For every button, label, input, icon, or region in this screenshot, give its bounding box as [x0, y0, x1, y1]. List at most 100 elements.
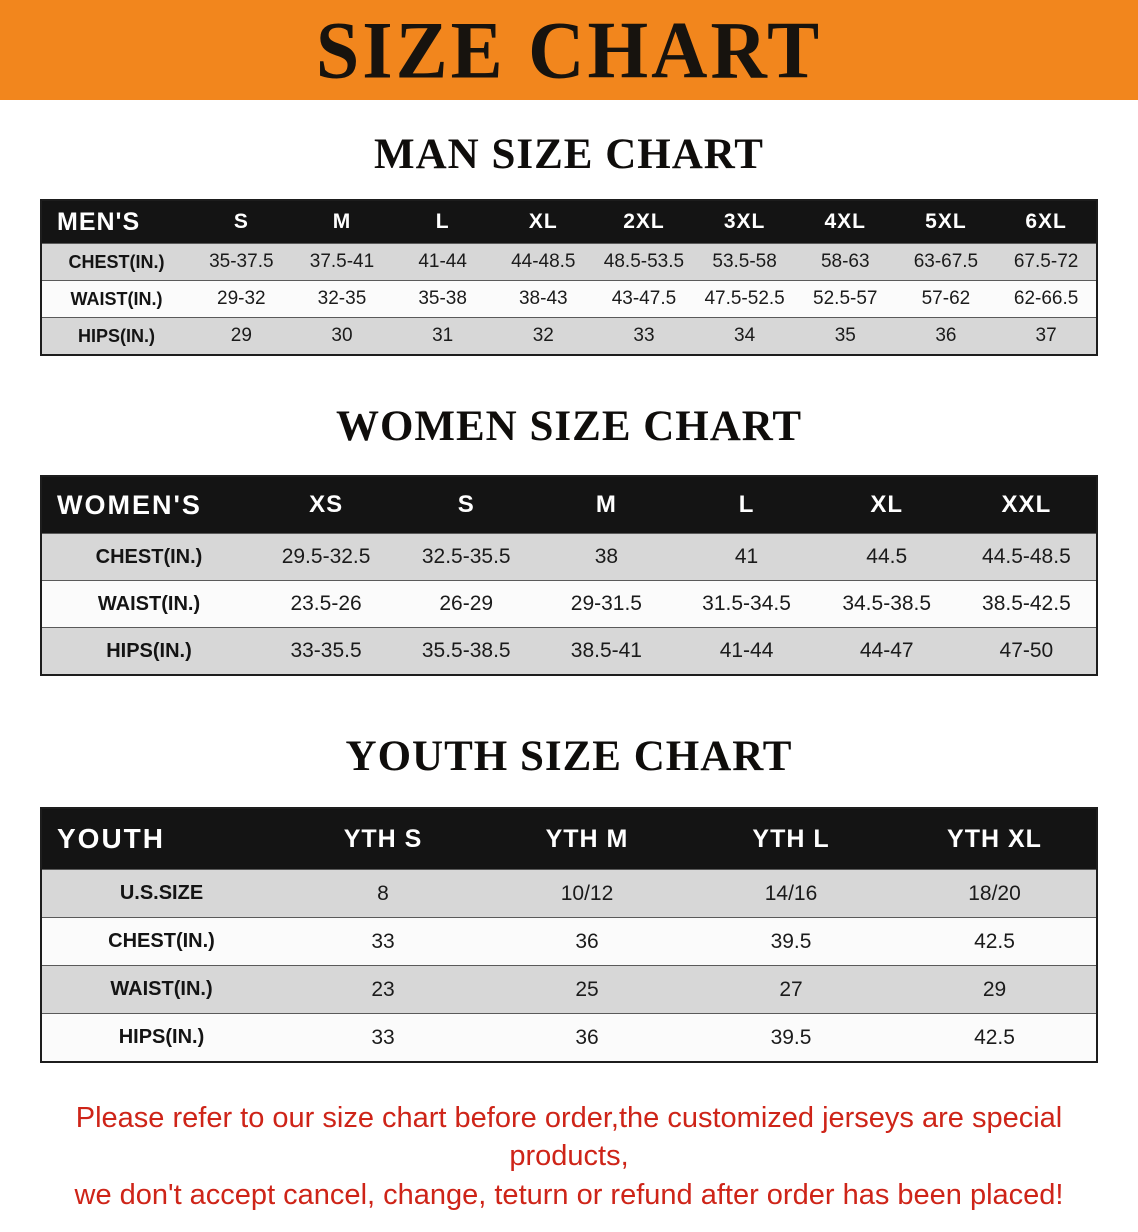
size-value-cell: 26-29: [439, 592, 494, 615]
size-value-cell: 58-63: [820, 251, 870, 272]
size-value-cell: 29-31.5: [570, 592, 642, 615]
size-value-cell: 44-47: [859, 639, 914, 662]
column-header-cell: M: [536, 476, 677, 534]
page-title: SIZE CHART: [315, 3, 823, 96]
column-header-cell: XL: [492, 200, 594, 244]
size-value-cell: 47.5-52.5: [704, 288, 785, 309]
table-row: CHEST(IN.) 33 36 39.5 42.5: [41, 917, 1097, 966]
size-value-cell: 23: [371, 977, 395, 1001]
table-row: HIPS(IN.) 33 36 39.5 42.5: [41, 1013, 1097, 1062]
youth-size-table: YOUTH YTH S YTH M YTH L YTH XL U.S.SIZE 8 10/12…: [40, 807, 1098, 1063]
row-label-cell: CHEST(IN.): [108, 930, 215, 952]
size-value-cell: 53.5-58: [712, 251, 777, 272]
size-value-cell: 25: [575, 977, 599, 1001]
size-value-cell: 35.5-38.5: [421, 639, 511, 662]
column-header-cell: 2XL: [593, 200, 695, 244]
size-value-cell: 14/16: [764, 881, 818, 905]
row-label-cell: WAIST(IN.): [110, 978, 213, 1000]
size-value-cell: 32: [532, 325, 554, 346]
youth-size-chart-heading: YOUTH SIZE CHART: [345, 733, 793, 780]
size-value-cell: 37.5-41: [309, 251, 375, 272]
column-header-cell: 3XL: [694, 200, 795, 244]
size-value-cell: 48.5-53.5: [603, 251, 685, 272]
size-value-cell: 36: [575, 1025, 599, 1049]
size-value-cell: 34.5-38.5: [842, 592, 932, 615]
table-title-cell: YOUTH: [41, 808, 281, 870]
column-header-cell: M: [291, 200, 393, 244]
size-value-cell: 41-44: [418, 251, 467, 272]
size-value-cell: 29: [982, 977, 1007, 1001]
size-value-cell: 32-35: [317, 288, 367, 309]
column-header-cell: S: [396, 476, 537, 534]
row-label-cell: CHEST(IN.): [68, 251, 165, 272]
column-header-cell: 5XL: [895, 200, 997, 244]
column-header-cell: XXL: [956, 476, 1097, 534]
table-title-cell: MEN'S: [41, 200, 191, 244]
size-value-cell: 37: [1035, 325, 1057, 346]
disclaimer: Please refer to our size chart before or…: [18, 1099, 1120, 1214]
table-row: U.S.SIZE 8 10/12 14/16 18/20: [41, 869, 1097, 918]
table-row: CHEST(IN.) 29.5-32.5 32.5-35.5 38 41 44.5 44.5…: [41, 533, 1097, 581]
column-header-cell: 6XL: [996, 200, 1097, 244]
size-value-cell: 52.5-57: [813, 288, 878, 309]
size-value-cell: 35-37.5: [209, 251, 274, 272]
table-row: HIPS(IN.) 29 30 31 32 33 34 35 36 37: [41, 317, 1097, 355]
size-value-cell: 42.5: [974, 1025, 1015, 1049]
size-value-cell: 18/20: [968, 881, 1021, 905]
size-value-cell: 35: [834, 325, 856, 346]
disclaimer-line-2: we don't accept cancel, change, teturn o…: [74, 1178, 1064, 1211]
size-value-cell: 47-50: [999, 639, 1054, 662]
size-value-cell: 57-62: [921, 288, 971, 309]
size-value-cell: 62-66.5: [1013, 288, 1079, 309]
women-size-table: WOMEN'S XS S M L XL XXL CHEST(IN.) 29.5-32.5 32.5…: [40, 475, 1098, 676]
column-header-cell: XL: [816, 476, 957, 534]
size-value-cell: 38: [594, 545, 619, 568]
size-value-cell: 34: [734, 325, 756, 346]
table-row: CHEST(IN.) 35-37.5 37.5-41 41-44 44-48.5 48.5…: [41, 243, 1097, 281]
size-value-cell: 31: [432, 325, 454, 346]
table-row: HIPS(IN.) 33-35.5 35.5-38.5 38.5-41 41-44 44-…: [41, 627, 1097, 675]
men-size-table: MEN'S S M L XL 2XL 3XL 4XL 5XL 6XL CHEST(IN.) 35-37…: [40, 199, 1098, 356]
table-row: WAIST(IN.) 23.5-26 26-29 29-31.5 31.5-34.5 34…: [41, 580, 1097, 628]
size-value-cell: 67.5-72: [1013, 251, 1079, 272]
column-header-cell: YTH S: [281, 808, 485, 870]
row-label-cell: HIPS(IN.): [77, 325, 155, 346]
disclaimer-line-1: Please refer to our size chart before or…: [75, 1102, 1063, 1173]
table-row: WAIST(IN.) 29-32 32-35 35-38 38-43 43-47.5 47.…: [41, 280, 1097, 318]
size-value-cell: 8: [377, 881, 389, 905]
size-value-cell: 30: [331, 325, 353, 346]
size-value-cell: 33: [633, 325, 655, 346]
size-value-cell: 10/12: [560, 881, 614, 905]
size-value-cell: 36: [575, 929, 599, 953]
size-value-cell: 29-32: [217, 288, 266, 309]
size-value-cell: 33: [371, 929, 395, 953]
row-label-cell: CHEST(IN.): [95, 545, 203, 568]
column-header-cell: YTH L: [689, 808, 893, 870]
size-value-cell: 44-48.5: [511, 251, 576, 272]
size-value-cell: 36: [935, 325, 957, 346]
size-value-cell: 33: [371, 1025, 395, 1049]
size-value-cell: 33-35.5: [290, 639, 362, 662]
column-header-cell: 4XL: [794, 200, 896, 244]
banner: SIZE CHART: [0, 0, 1138, 100]
header-row: WOMEN'S XS S M L XL XXL: [41, 476, 1097, 534]
size-value-cell: 39.5: [770, 1025, 812, 1049]
size-value-cell: 31.5-34.5: [702, 592, 791, 615]
header-row: YOUTH YTH S YTH M YTH L YTH XL: [41, 808, 1097, 870]
size-value-cell: 43-47.5: [611, 288, 677, 309]
women-size-chart-heading: WOMEN SIZE CHART: [335, 403, 803, 450]
men-size-chart-heading: MAN SIZE CHART: [374, 131, 764, 178]
size-value-cell: 44.5-48.5: [982, 545, 1071, 568]
size-value-cell: 29.5-32.5: [281, 545, 371, 568]
size-value-cell: 39.5: [770, 929, 812, 953]
size-value-cell: 41-44: [719, 639, 774, 662]
column-header-cell: YTH M: [485, 808, 689, 870]
size-value-cell: 44.5: [866, 545, 908, 568]
table-row: WAIST(IN.) 23 25 27 29: [41, 965, 1097, 1014]
column-header-cell: S: [191, 200, 292, 244]
size-value-cell: 63-67.5: [913, 251, 979, 272]
size-value-cell: 29: [230, 325, 252, 346]
size-value-cell: 35-38: [418, 288, 467, 309]
row-label-cell: HIPS(IN.): [106, 639, 192, 662]
